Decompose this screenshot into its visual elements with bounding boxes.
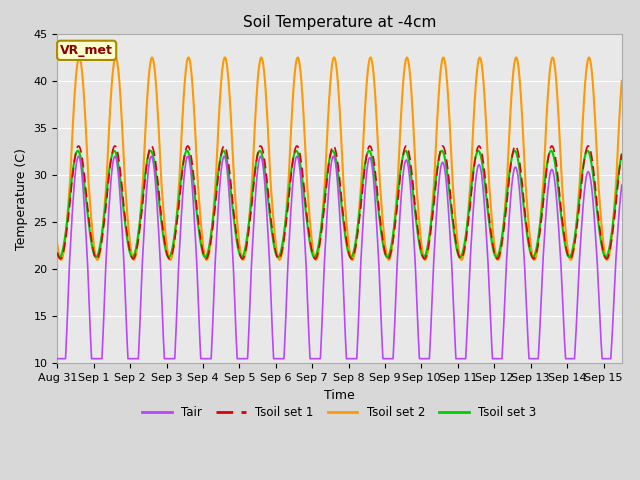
Tair bbox=[291, 162, 298, 168]
Tsoil set 2 bbox=[291, 70, 299, 76]
Tsoil set 2 bbox=[54, 242, 61, 248]
Tsoil set 1 bbox=[295, 147, 303, 153]
Tsoil set 1 bbox=[322, 191, 330, 196]
Tsoil set 1 bbox=[464, 225, 472, 230]
Line: Tsoil set 1: Tsoil set 1 bbox=[58, 146, 621, 259]
Tair bbox=[601, 356, 609, 361]
Tsoil set 2 bbox=[601, 250, 609, 255]
Tsoil set 2 bbox=[76, 55, 83, 60]
Y-axis label: Temperature (C): Temperature (C) bbox=[15, 148, 28, 250]
Tsoil set 2 bbox=[464, 216, 472, 222]
Tsoil set 1 bbox=[75, 143, 83, 149]
Tsoil set 3 bbox=[464, 218, 472, 224]
Tsoil set 2 bbox=[57, 257, 65, 263]
Tsoil set 3 bbox=[74, 148, 81, 154]
Tsoil set 1 bbox=[601, 253, 609, 259]
Line: Tsoil set 2: Tsoil set 2 bbox=[58, 58, 621, 260]
Tair bbox=[322, 236, 330, 242]
Tsoil set 2 bbox=[296, 59, 303, 65]
Tsoil set 3 bbox=[618, 152, 625, 157]
Tsoil set 3 bbox=[573, 220, 580, 226]
Line: Tsoil set 3: Tsoil set 3 bbox=[58, 151, 621, 257]
Tsoil set 3 bbox=[56, 254, 63, 260]
Tsoil set 2 bbox=[618, 78, 625, 84]
Tair bbox=[463, 319, 471, 324]
Tair bbox=[295, 161, 303, 167]
Tair bbox=[573, 321, 580, 326]
Tsoil set 3 bbox=[601, 253, 609, 259]
Tair bbox=[75, 154, 83, 159]
Line: Tair: Tair bbox=[58, 156, 621, 359]
Tair bbox=[618, 182, 625, 188]
Tsoil set 3 bbox=[54, 251, 61, 257]
Tsoil set 3 bbox=[322, 183, 330, 189]
Tsoil set 2 bbox=[573, 220, 580, 226]
Title: Soil Temperature at -4cm: Soil Temperature at -4cm bbox=[243, 15, 436, 30]
Tair bbox=[54, 356, 61, 361]
Tsoil set 3 bbox=[291, 150, 299, 156]
Tsoil set 1 bbox=[291, 148, 298, 154]
Legend: Tair, Tsoil set 1, Tsoil set 2, Tsoil set 3: Tair, Tsoil set 1, Tsoil set 2, Tsoil se… bbox=[138, 401, 541, 423]
Tsoil set 1 bbox=[573, 227, 580, 233]
X-axis label: Time: Time bbox=[324, 389, 355, 402]
Tsoil set 1 bbox=[348, 256, 355, 262]
Tsoil set 1 bbox=[54, 250, 61, 255]
Tsoil set 3 bbox=[296, 156, 303, 161]
Tsoil set 2 bbox=[322, 160, 330, 166]
Tsoil set 1 bbox=[618, 151, 625, 156]
Text: VR_met: VR_met bbox=[60, 44, 113, 57]
